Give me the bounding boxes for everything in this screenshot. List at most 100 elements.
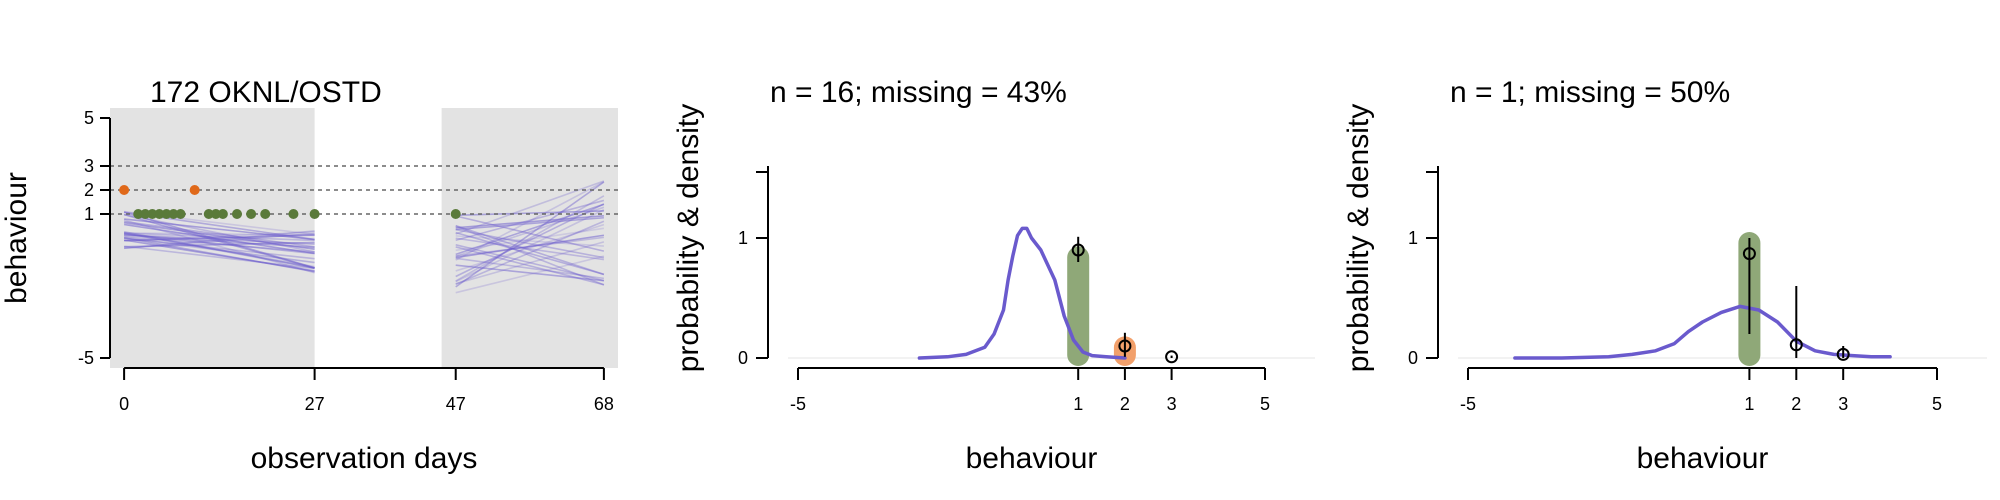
trajectory-line — [123, 232, 315, 269]
trajectory-line — [455, 223, 605, 272]
trajectory-line — [124, 235, 315, 253]
estimate-point — [1165, 350, 1179, 364]
observation-point — [161, 209, 172, 219]
trajectory-line — [455, 235, 604, 247]
x-tick-label: 1 — [1073, 394, 1083, 414]
estimate-point — [1789, 338, 1803, 352]
chart-title: n = 16; missing = 43% — [770, 76, 1067, 109]
x-tick-label: 3 — [1167, 394, 1177, 414]
y-tick-label: 1 — [1408, 228, 1418, 248]
trajectory-line — [455, 241, 605, 285]
y-axis-label: behaviour — [0, 172, 33, 304]
y-tick-label: 1 — [738, 228, 748, 248]
trajectory-line — [124, 236, 315, 264]
trajectory-line — [124, 232, 315, 236]
trajectory-line — [124, 245, 315, 270]
density-curve — [1513, 304, 1892, 360]
x-tick-label: 68 — [594, 394, 614, 414]
observation-point — [203, 209, 214, 219]
x-tick-label: 47 — [446, 394, 466, 414]
trajectory-line — [455, 264, 604, 282]
trajectory-line — [124, 237, 315, 260]
trajectory-line — [124, 233, 315, 255]
x-axis-label: behaviour — [966, 442, 1098, 475]
trajectory-line — [123, 213, 315, 269]
trajectory-line — [123, 231, 315, 269]
y-tick-label: 0 — [1408, 348, 1418, 368]
trajectory-line — [455, 257, 604, 280]
trajectory-line — [455, 234, 605, 259]
y-tick-label: -5 — [78, 348, 94, 368]
trajectory-line — [123, 213, 315, 253]
trajectory-line — [455, 225, 605, 286]
y-tick-label: 5 — [84, 108, 94, 128]
x-tick-label: 0 — [119, 394, 129, 414]
trajectory-line — [123, 223, 315, 255]
distribution-panel-right: 0 1 -5 1 2 3 5 n = 1; missing = 50% behaviour pro… — [1342, 76, 1987, 475]
y-tick-label: 0 — [738, 348, 748, 368]
trajectory-line — [455, 215, 605, 252]
observation-point — [232, 209, 242, 219]
trajectory-line — [124, 237, 315, 264]
trajectory-line — [455, 195, 605, 282]
trajectory-line — [124, 241, 315, 248]
y-tick-label: 2 — [84, 180, 94, 200]
trajectory-line — [455, 181, 605, 288]
observation-point — [260, 209, 271, 219]
trajectory-line — [455, 206, 605, 258]
distribution-panel-left: 0 1 -5 1 2 3 5 n = 16; missing = 43% behaviour pr… — [672, 76, 1315, 475]
observation-point — [119, 185, 130, 195]
trajectory-line — [455, 236, 604, 257]
estimate-point — [1836, 347, 1850, 361]
x-tick-label: 3 — [1838, 394, 1848, 414]
trajectory-line — [123, 211, 315, 269]
chart-title: 172 OKNL/OSTD — [150, 76, 382, 109]
y-axis-label: probability & density — [1342, 104, 1375, 372]
estimate-point — [1118, 339, 1132, 353]
trajectory-line — [455, 228, 605, 259]
trajectory-line — [455, 227, 605, 252]
trajectory-line — [455, 246, 605, 286]
trajectory-line — [123, 232, 315, 268]
y-axis-label: probability & density — [672, 104, 705, 372]
trajectory-line — [123, 237, 315, 273]
x-tick-label: 2 — [1120, 394, 1130, 414]
trajectory-line — [124, 234, 315, 249]
trajectory-line — [455, 215, 604, 229]
y-tick-label: 1 — [84, 204, 94, 224]
observation-point — [450, 209, 461, 219]
x-tick-label: -5 — [1460, 394, 1476, 414]
x-tick-label: 5 — [1932, 394, 1942, 414]
trajectory-line — [455, 181, 605, 261]
density-curve — [917, 226, 1127, 360]
estimate-point — [1742, 247, 1756, 261]
observation-point — [246, 209, 257, 219]
trajectory-line — [455, 220, 605, 285]
observation-point — [189, 185, 200, 195]
observation-point — [168, 209, 179, 219]
trajectory-line — [455, 255, 605, 294]
trajectory-panel: -5 1 2 3 5 0 27 47 68 172 OKNL/OSTD observation da… — [0, 76, 618, 475]
x-tick-label: 5 — [1260, 394, 1270, 414]
estimate-point — [1071, 243, 1085, 257]
x-axis-label: behaviour — [1637, 442, 1769, 475]
observation-point — [140, 209, 151, 219]
trajectory-line — [124, 232, 315, 250]
chart-title: n = 1; missing = 50% — [1450, 76, 1730, 109]
trajectory-line — [124, 232, 315, 242]
trajectory-line — [455, 203, 605, 278]
trajectory-line — [455, 224, 605, 276]
trajectory-line — [455, 237, 605, 261]
observation-point — [147, 209, 158, 219]
trajectory-line — [455, 244, 605, 282]
x-tick-label: 27 — [305, 394, 325, 414]
observation-point — [175, 209, 186, 219]
x-axis-label: observation days — [251, 442, 478, 475]
x-tick-label: 1 — [1744, 394, 1754, 414]
trajectory-line — [455, 216, 604, 231]
trajectory-line — [123, 239, 315, 272]
observation-point — [288, 209, 299, 219]
trajectory-line — [455, 203, 605, 256]
observation-point — [133, 209, 144, 219]
